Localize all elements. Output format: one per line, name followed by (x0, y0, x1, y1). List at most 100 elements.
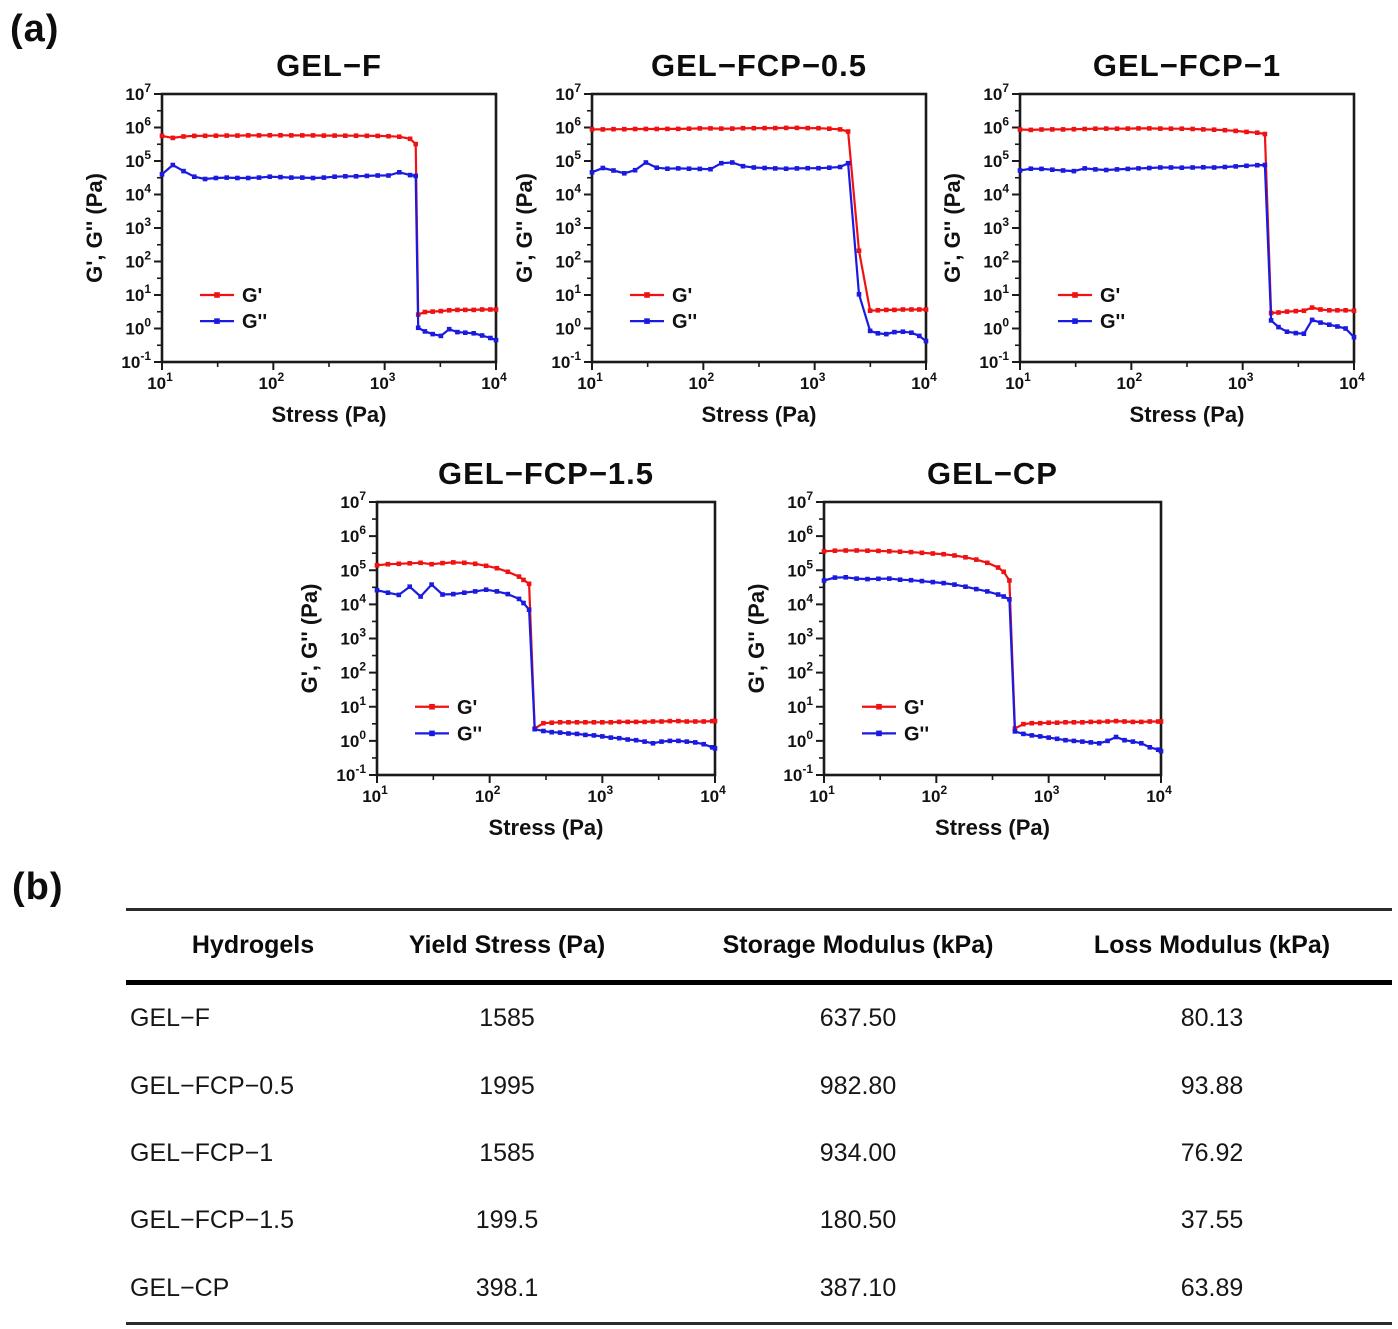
legend-entry-g-prime: G' (630, 285, 692, 307)
y-tick-label: 105 (125, 148, 151, 171)
x-tick-label: 102 (475, 783, 501, 806)
cell-yield-stress: 199.5 (475, 1206, 539, 1235)
y-tick-label: 102 (787, 660, 813, 683)
y-tick-label: 101 (983, 282, 1009, 305)
chart-svg: GEL−FCP−0.5 10-1 100 101 102 103 104 105 106 107 1… (512, 48, 937, 427)
chart-svg: GEL−CP 10-1 100 101 102 103 104 105 106 107 101 102… (744, 456, 1172, 840)
x-tick-label: 102 (1117, 370, 1143, 393)
y-tick-label: 103 (787, 626, 813, 649)
x-axis-label: Stress (Pa) (702, 402, 817, 427)
y-tick-label: 100 (340, 728, 366, 751)
y-tick-label: 106 (787, 523, 813, 546)
panel-b-label: (b) (12, 866, 64, 908)
legend-label: G' (1100, 285, 1120, 307)
cell-yield-stress: 1585 (479, 1138, 535, 1167)
cell-hydrogel: GEL−F (130, 1004, 210, 1033)
y-tick-label: 102 (340, 660, 366, 683)
table-row: GEL−FCP−0.5 1995 982.80 93.88 (126, 1052, 1392, 1119)
legend-entry-g-prime: G' (200, 285, 262, 307)
g-double-prime-line (161, 163, 497, 342)
cell-loss-modulus: 93.88 (1180, 1071, 1244, 1100)
table-row: GEL−FCP−1 1585 934.00 76.92 (126, 1120, 1392, 1187)
table-row: GEL−FCP−1.5 199.5 180.50 37.55 (126, 1187, 1392, 1254)
y-tick-label: 107 (340, 489, 366, 512)
chart-gel-cp: GEL−CP 10-1 100 101 102 103 104 105 106 107 101 102… (736, 444, 1191, 860)
g-double-prime-line (591, 161, 927, 342)
chart-gel-f: GEL−F 10-1 100 101 102 103 104 105 106 107 101 102 1… (74, 36, 526, 447)
cell-yield-stress: 1585 (479, 1004, 535, 1033)
x-tick-label: 103 (370, 370, 396, 393)
y-tick-label: 105 (787, 557, 813, 580)
g-double-prime-markers (589, 160, 929, 344)
legend-entry-g-prime: G' (415, 697, 477, 719)
y-tick-label: 104 (125, 182, 151, 205)
table-row: GEL−CP 398.1 387.10 63.89 (126, 1255, 1392, 1322)
y-tick-label: 100 (787, 728, 813, 751)
chart-gel-fcp-1: GEL−FCP−1 10-1 100 101 102 103 104 105 106 107 101… (932, 36, 1384, 447)
x-tick-label: 101 (362, 783, 388, 806)
y-tick-label: 107 (983, 81, 1009, 104)
y-tick-label: 106 (555, 115, 581, 138)
results-table: Hydrogels Yield Stress (Pa) Storage Modu… (126, 908, 1392, 1325)
plot-area (160, 92, 498, 364)
legend-entry-g-double-prime: G'' (630, 311, 697, 333)
y-tick-label: 106 (983, 115, 1009, 138)
y-tick-label: 102 (125, 249, 151, 272)
y-tick-label: 103 (340, 626, 366, 649)
y-tick-label: 107 (555, 81, 581, 104)
plot-area (590, 92, 928, 364)
g-double-prime-markers (1017, 162, 1357, 340)
cell-storage-modulus: 387.10 (819, 1273, 897, 1302)
cell-loss-modulus: 37.55 (1180, 1206, 1244, 1235)
panel-a-label: (a) (10, 8, 60, 50)
y-tick-label: 101 (555, 282, 581, 305)
x-tick-label: 103 (1228, 370, 1254, 393)
y-tick-label: 106 (340, 523, 366, 546)
legend-label: G' (672, 285, 692, 307)
table-header-row: Hydrogels Yield Stress (Pa) Storage Modu… (126, 911, 1392, 985)
x-tick-label: 104 (1339, 370, 1365, 393)
y-tick-label: 10-1 (336, 762, 366, 785)
cell-hydrogel: GEL−FCP−1 (130, 1138, 274, 1167)
chart-svg: GEL−F 10-1 100 101 102 103 104 105 106 107 101 102 1… (82, 48, 507, 427)
header-yield-stress: Yield Stress (Pa) (408, 931, 606, 959)
y-tick-label: 103 (555, 215, 581, 238)
y-axis-label: G', G'' (Pa) (744, 584, 769, 694)
g-prime-markers (1017, 126, 1357, 316)
header-storage-modulus: Storage Modulus (kPa) (722, 931, 994, 959)
plot-area (375, 500, 717, 777)
y-axis-label: G', G'' (Pa) (82, 173, 107, 283)
chart-gel-fcp-1-5: GEL−FCP−1.5 10-1 100 101 102 103 104 105 106 107 1… (289, 444, 745, 860)
y-tick-label: 106 (125, 115, 151, 138)
chart-title: GEL−F (276, 48, 382, 83)
cell-hydrogel: GEL−FCP−0.5 (130, 1071, 294, 1100)
legend-entry-g-double-prime: G'' (415, 723, 482, 745)
x-axis-label: Stress (Pa) (272, 402, 387, 427)
chart-gel-fcp-0-5: GEL−FCP−0.5 10-1 100 101 102 103 104 105 106 107 1… (504, 36, 956, 447)
cell-loss-modulus: 76.92 (1180, 1138, 1244, 1167)
y-tick-label: 104 (340, 591, 366, 614)
y-tick-label: 107 (125, 81, 151, 104)
chart-title: GEL−FCP−0.5 (651, 48, 867, 83)
g-prime-line (1019, 127, 1355, 315)
cell-loss-modulus: 80.13 (1180, 1004, 1244, 1033)
legend-label: G'' (457, 723, 482, 745)
x-tick-label: 104 (1146, 783, 1172, 806)
cell-hydrogel: GEL−CP (130, 1273, 230, 1302)
y-tick-label: 10-1 (979, 349, 1009, 372)
x-tick-label: 101 (809, 783, 835, 806)
x-tick-label: 102 (922, 783, 948, 806)
cell-storage-modulus: 934.00 (819, 1138, 897, 1167)
x-axis-label: Stress (Pa) (935, 815, 1050, 840)
table-row: GEL−F 1585 637.50 80.13 (126, 985, 1392, 1052)
g-double-prime-markers (821, 575, 1164, 754)
chart-title: GEL−FCP−1.5 (438, 456, 654, 491)
y-tick-label: 10-1 (783, 762, 813, 785)
y-tick-label: 103 (983, 215, 1009, 238)
g-double-prime-markers (374, 582, 718, 751)
y-tick-label: 10-1 (551, 349, 581, 372)
cell-yield-stress: 398.1 (475, 1273, 539, 1302)
g-prime-markers (159, 133, 499, 317)
y-tick-label: 105 (340, 557, 366, 580)
y-tick-label: 105 (555, 148, 581, 171)
